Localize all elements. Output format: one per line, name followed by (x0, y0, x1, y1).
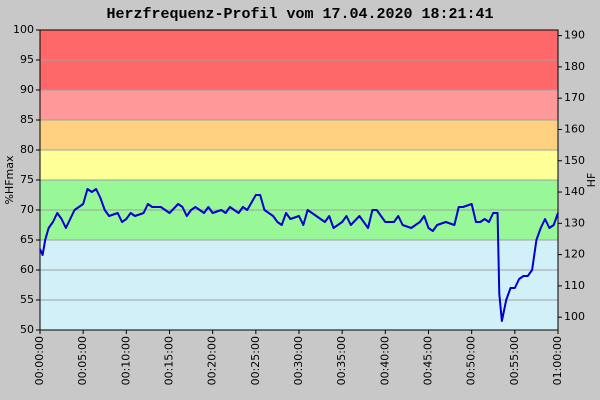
y2-tick-label: 140 (564, 185, 585, 198)
x-tick-label: 01:00:00 (551, 336, 564, 385)
x-tick-label: 00:00:00 (33, 336, 46, 385)
y2-tick-label: 130 (564, 216, 585, 229)
x-tick-label: 00:35:00 (335, 336, 348, 385)
x-tick-label: 00:50:00 (465, 336, 478, 385)
y2-axis-label: HF (585, 173, 598, 188)
y2-tick-label: 160 (564, 122, 585, 135)
y-tick-label: 65 (20, 233, 34, 246)
y2-tick-label: 180 (564, 60, 585, 73)
zone-band (40, 240, 558, 330)
y-tick-label: 75 (20, 173, 34, 186)
y-tick-label: 100 (13, 23, 34, 36)
x-tick-label: 00:30:00 (292, 336, 305, 385)
chart-title: Herzfrequenz-Profil vom 17.04.2020 18:21… (106, 6, 493, 23)
y-tick-label: 55 (20, 293, 34, 306)
zone-band (40, 90, 558, 120)
x-tick-label: 00:20:00 (206, 336, 219, 385)
y2-tick-label: 100 (564, 310, 585, 323)
y2-tick-label: 170 (564, 91, 585, 104)
zone-band (40, 150, 558, 180)
y-tick-label: 80 (20, 143, 34, 156)
y2-tick-label: 150 (564, 154, 585, 167)
y-tick-label: 60 (20, 263, 34, 276)
x-tick-label: 00:25:00 (249, 336, 262, 385)
y-tick-label: 95 (20, 53, 34, 66)
x-tick-label: 00:05:00 (76, 336, 89, 385)
x-tick-label: 00:45:00 (422, 336, 435, 385)
x-tick-label: 00:15:00 (163, 336, 176, 385)
heart-rate-line (39, 188, 559, 322)
y-axis-label: %HFmax (3, 155, 16, 205)
y-tick-label: 50 (20, 323, 34, 336)
y2-tick-label: 190 (564, 29, 585, 42)
x-tick-label: 00:10:00 (119, 336, 132, 385)
x-tick-label: 00:55:00 (508, 336, 521, 385)
y2-tick-label: 120 (564, 248, 585, 261)
zone-band (40, 120, 558, 150)
y-tick-label: 70 (20, 203, 34, 216)
y-tick-label: 85 (20, 113, 34, 126)
y2-tick-label: 110 (564, 279, 585, 292)
plot-frame (39, 29, 559, 331)
y-tick-label: 90 (20, 83, 34, 96)
x-tick-label: 00:40:00 (378, 336, 391, 385)
